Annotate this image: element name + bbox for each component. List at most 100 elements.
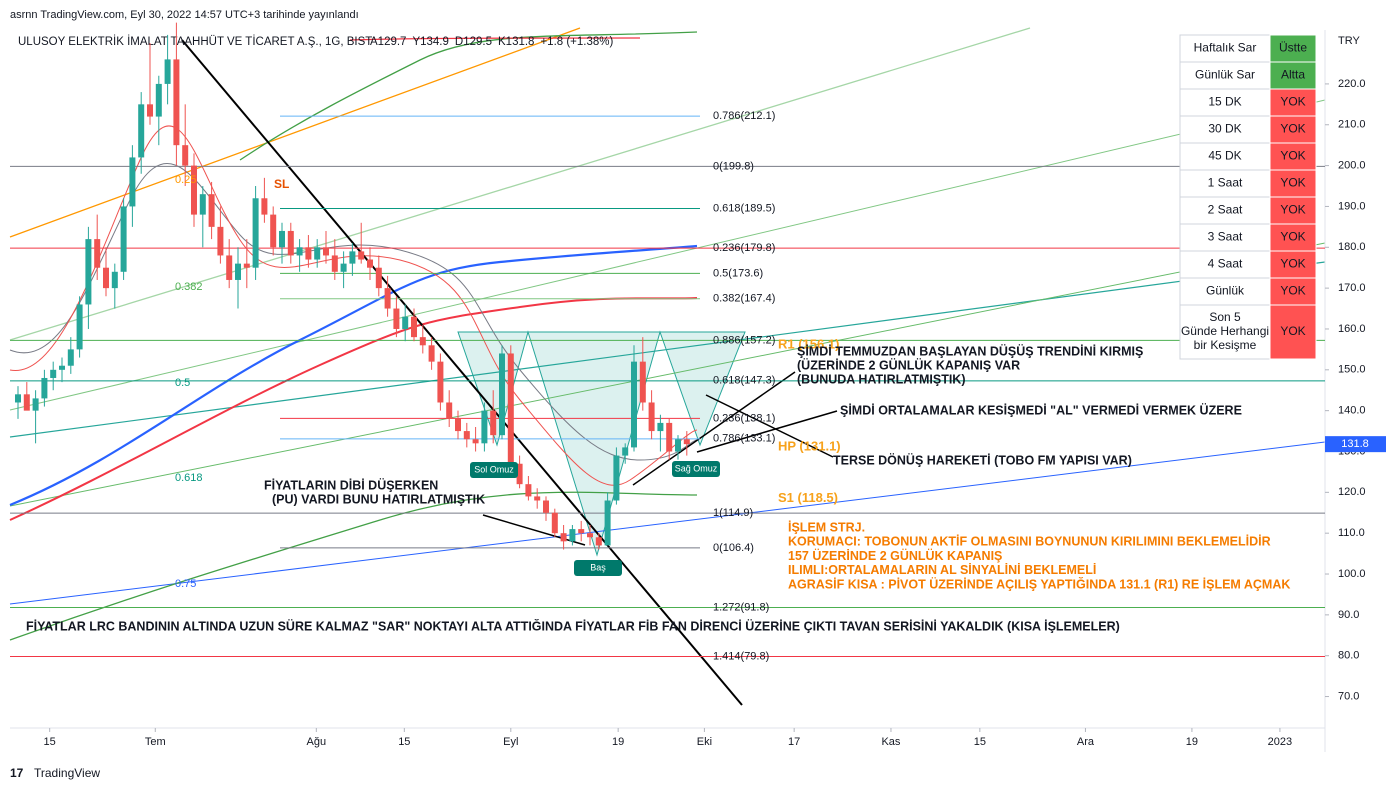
- candle-body: [639, 361, 646, 403]
- candle-body: [349, 251, 356, 264]
- table-status: YOK: [1280, 284, 1305, 298]
- candle-body: [375, 267, 382, 289]
- ohlc-value: K131.8: [498, 36, 534, 48]
- x-tick-label: 15: [398, 736, 410, 748]
- candle-body: [226, 255, 233, 280]
- candle-body: [560, 533, 567, 542]
- table-status: Üstte: [1279, 41, 1307, 55]
- annotation: TERSE DÖNÜŞ HAREKETİ (TOBO FM YAPISI VAR…: [833, 452, 1132, 467]
- fib-label: 0(106.4): [713, 542, 754, 554]
- fib-label: 0.618(189.5): [713, 202, 775, 214]
- candle-body: [138, 104, 145, 158]
- arrow: [482, 514, 586, 546]
- candle-body: [683, 439, 690, 445]
- table-cell: [1179, 61, 1271, 90]
- candle-body: [587, 533, 593, 538]
- candle-body: [551, 512, 558, 534]
- fib-label: 0.382(167.4): [713, 293, 775, 305]
- fan-line: [9, 27, 1031, 341]
- candle-body: [367, 259, 373, 268]
- table-label: 2 Saat: [1208, 203, 1243, 217]
- table-status: YOK: [1280, 176, 1305, 190]
- fan-label: 0.25: [175, 174, 196, 186]
- candle-body: [67, 349, 74, 366]
- candle-body: [243, 263, 250, 268]
- candle-body: [604, 500, 611, 546]
- fib-label: 1.272(91.8): [713, 601, 769, 613]
- table-cell: [1179, 115, 1271, 144]
- candle-body: [595, 537, 602, 546]
- table-label-line: Son 5: [1209, 310, 1241, 324]
- candle-body: [490, 410, 497, 436]
- channel: [9, 491, 698, 641]
- pattern-badge: [574, 560, 622, 576]
- fib-label: 0.236(138.1): [713, 412, 775, 424]
- annotation: FİYATLARIN DİBİ DÜŞERKEN: [264, 477, 438, 492]
- candle-body: [182, 145, 189, 166]
- table-label: 30 DK: [1208, 122, 1241, 136]
- candle-body: [411, 316, 417, 338]
- candle-body: [94, 239, 101, 268]
- strategy-line: ILIMLI:ORTALAMALARIN AL SİNYALİNİ BEKLEM…: [788, 562, 1096, 577]
- candle-body: [296, 247, 303, 256]
- y-tick-label: 100.0: [1338, 568, 1366, 580]
- pivot-label: HP (131.1): [778, 438, 841, 453]
- strategy-line: AGRASİF KISA : PİVOT ÜZERİNDE AÇILIŞ YAP…: [788, 576, 1290, 591]
- table-status: Altta: [1281, 68, 1305, 82]
- fib-label: 0.618(147.3): [713, 375, 775, 387]
- candle-body: [173, 59, 180, 146]
- fan-line: [9, 242, 1326, 507]
- fib-label: 0.236(179.8): [713, 242, 775, 254]
- table-label: 1 Saat: [1208, 176, 1243, 190]
- fan-line: [9, 99, 1326, 411]
- x-tick-label: 2023: [1268, 736, 1292, 748]
- channel: [239, 31, 698, 161]
- y-tick-label: 70.0: [1338, 690, 1359, 702]
- candle-body: [463, 431, 470, 440]
- ohlc-value: D129.5: [455, 36, 492, 48]
- candle-body: [516, 463, 523, 485]
- candle-body: [393, 308, 400, 329]
- strategy-line: KORUMACI: TOBONUN AKTİF OLMASINI BOYNUNU…: [788, 534, 1271, 549]
- table-status-cell: [1269, 169, 1317, 198]
- table-status-cell: [1269, 304, 1317, 360]
- y-tick-label: 170.0: [1338, 282, 1366, 294]
- y-tick-label: 200.0: [1338, 160, 1366, 172]
- candle-body: [76, 304, 83, 350]
- x-tick-label: 15: [974, 736, 986, 748]
- table-status-cell: [1269, 88, 1317, 117]
- candle-body: [543, 500, 549, 513]
- arrow: [705, 394, 834, 458]
- candle-body: [331, 255, 338, 272]
- x-tick-label: Ara: [1077, 736, 1095, 748]
- strategy-line: İŞLEM STRJ.: [788, 519, 865, 534]
- table-cell: [1179, 223, 1271, 252]
- candle-body: [164, 59, 171, 84]
- fan-line: [9, 261, 1326, 438]
- table-label: 3 Saat: [1208, 230, 1243, 244]
- candle-body: [622, 447, 629, 456]
- x-tick-label: 17: [788, 736, 800, 748]
- candle-body: [155, 83, 162, 117]
- candle-body: [15, 394, 21, 403]
- candle-body: [455, 418, 461, 432]
- fan-line: [9, 27, 581, 238]
- annotation: (PU) VARDI BUNU HATIRLATMIŞTIK: [272, 492, 485, 506]
- annotation: ŞİMDİ ORTALAMALAR KESİŞMEDİ "AL" VERMEDİ…: [840, 402, 1242, 417]
- candle-body: [631, 361, 637, 448]
- candle-body: [613, 455, 620, 501]
- candle-body: [85, 239, 92, 305]
- annotation: (ÜZERİNDE 2 GÜNLÜK KAPANIŞ VAR: [797, 357, 1020, 372]
- x-tick-label: Eyl: [503, 736, 518, 748]
- pattern-label: Sol Omuz: [474, 464, 514, 474]
- table-status-cell: [1269, 250, 1317, 279]
- candle-body: [199, 194, 206, 215]
- candle-body: [261, 198, 268, 215]
- fib-label: 0.786(133.1): [713, 433, 775, 445]
- ohlc-value: A129.7: [370, 36, 406, 48]
- regression-line: [9, 441, 1326, 605]
- candle-body: [129, 157, 136, 207]
- candle-body: [525, 484, 532, 497]
